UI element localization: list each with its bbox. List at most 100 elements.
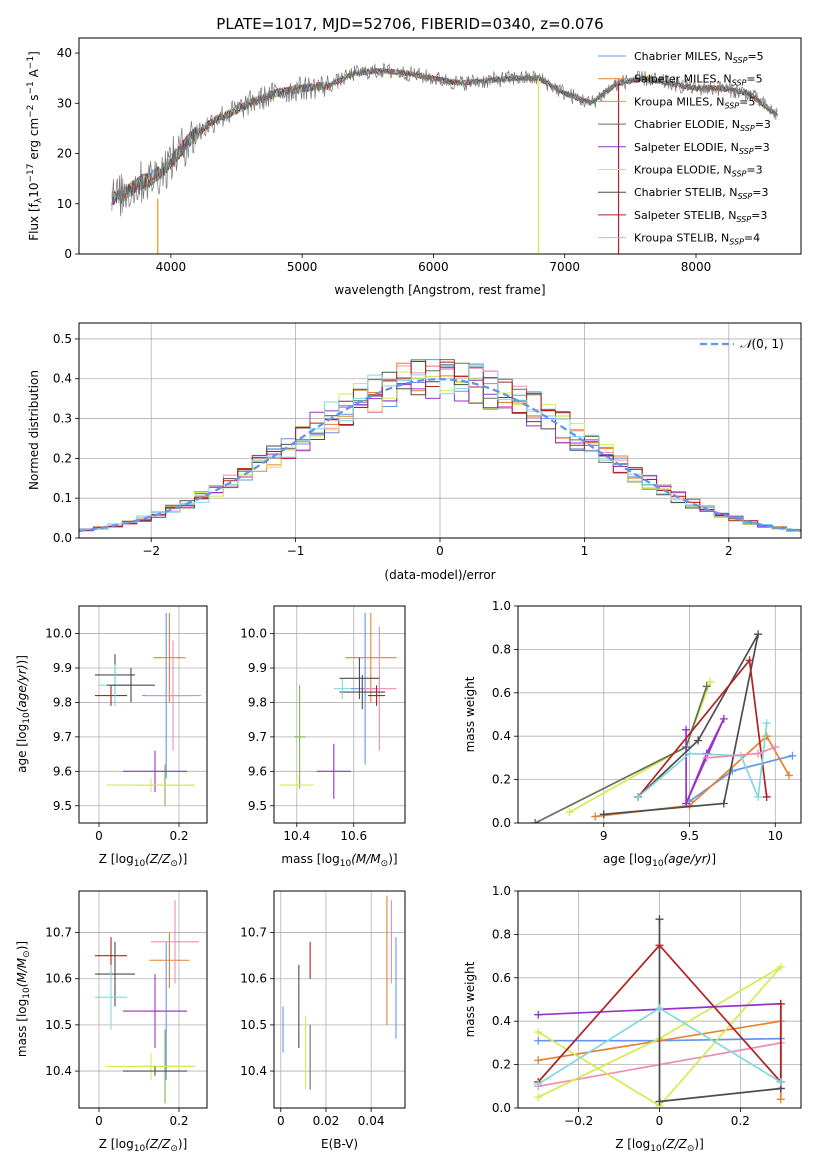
legend-label: Kroupa ELODIE, NSSP=3 bbox=[634, 164, 763, 179]
x-tick-label: 8000 bbox=[681, 260, 712, 274]
histogram-axes: −2 −1 0 1 2 0.0 0.1 0.2 0.3 0.4 0.5 (data-model)/er… bbox=[27, 322, 802, 582]
weight-marker bbox=[534, 1093, 543, 1102]
y-axis-label-part: s bbox=[27, 95, 41, 105]
x-axis-label-part: 10 bbox=[652, 859, 664, 869]
y-axis-label-part: (age/yr) bbox=[15, 664, 29, 712]
y-axis-label-part: 10 bbox=[27, 183, 41, 198]
x-tick-label: −1 bbox=[287, 544, 305, 558]
massweight-vs-age-axes: 9 9.5 10 0.0 0.2 0.4 0.6 0.8 1.0 mass weight age [… bbox=[463, 599, 802, 869]
axes-frame bbox=[78, 37, 802, 255]
y-axis-label-part: ] bbox=[27, 51, 41, 56]
legend-text: Salpeter ELODIE, N bbox=[634, 141, 739, 154]
legend-text: =5 bbox=[746, 73, 762, 86]
weight-line bbox=[658, 919, 781, 1103]
x-axis-label-part: 10 bbox=[134, 1144, 146, 1154]
axes-frame bbox=[517, 605, 802, 824]
legend-text: Kroupa ELODIE, N bbox=[634, 164, 732, 177]
weight-marker bbox=[771, 743, 780, 752]
x-axis-label-part: )] bbox=[694, 1137, 703, 1151]
y-axis-label-part: λ bbox=[34, 197, 44, 203]
spectrum-line bbox=[111, 67, 778, 205]
weight-marker bbox=[776, 1077, 785, 1086]
x-axis-label-part: mass [log bbox=[281, 852, 339, 866]
y-tick-label: 10.0 bbox=[45, 627, 72, 641]
weight-marker bbox=[694, 736, 703, 745]
x-tick-label: 1 bbox=[581, 544, 589, 558]
spectrum-line bbox=[111, 67, 778, 203]
weight-marker bbox=[702, 682, 711, 691]
histogram-step bbox=[79, 364, 801, 531]
x-tick-label: 0.2 bbox=[731, 1114, 750, 1128]
y-axis-label: Flux [fλ10−17 erg cm−2 s−1 A−1] bbox=[26, 51, 44, 241]
x-axis-label-part: 10 bbox=[134, 859, 146, 869]
weight-marker bbox=[754, 792, 763, 801]
x-tick-label: 9.5 bbox=[680, 829, 699, 843]
chart-title: PLATE=1017, MJD=52706, FIBERID=0340, z=0… bbox=[216, 15, 603, 33]
x-tick-label: 0 bbox=[656, 1114, 664, 1128]
weight-marker bbox=[682, 725, 691, 734]
legend-label: Kroupa MILES, NSSP=5 bbox=[634, 95, 755, 110]
weight-marker bbox=[531, 819, 540, 823]
x-axis-label-part: )] bbox=[388, 852, 397, 866]
spectrum-line bbox=[111, 67, 778, 206]
legend-text: =3 bbox=[754, 141, 770, 154]
x-axis-label: wavelength [Angstrom, rest frame] bbox=[334, 283, 545, 297]
legend-sub: SSP bbox=[724, 101, 739, 110]
y-tick-label: 0.8 bbox=[492, 642, 511, 656]
y-tick-label: 30 bbox=[57, 96, 72, 110]
y-tick-label: 0.0 bbox=[492, 1101, 511, 1115]
y-tick-label: 9.8 bbox=[248, 695, 267, 709]
legend-text: Salpeter STELIB, N bbox=[634, 209, 736, 222]
y-tick-label: 9.8 bbox=[53, 695, 72, 709]
plot-area bbox=[111, 63, 778, 254]
spectrum-line bbox=[111, 67, 778, 205]
y-tick-label: 0.1 bbox=[53, 491, 72, 505]
y-axis-label-part: 10 bbox=[22, 712, 32, 724]
x-axis-label: Z [log10(Z/Z⊙)] bbox=[99, 852, 188, 869]
y-tick-label: 1.0 bbox=[492, 599, 511, 613]
legend-text: Chabrier MILES, N bbox=[634, 50, 733, 63]
x-axis-label: mass [log10(M/M⊙)] bbox=[281, 852, 397, 869]
x-tick-label: 7000 bbox=[549, 260, 580, 274]
x-tick-label: 10.4 bbox=[283, 829, 310, 843]
spectrum-line bbox=[111, 67, 778, 204]
x-axis-label-part: 10 bbox=[650, 1144, 662, 1154]
y-axis-label-part: )] bbox=[15, 941, 29, 950]
age-vs-Z-axes: 0 0.29.59.69.79.89.910.0Z [log10(Z/Z⊙)]ag… bbox=[15, 605, 208, 869]
y-tick-label: 0.0 bbox=[492, 816, 511, 830]
age-vs-mass-axes: 10.4 10.6 9.5 9.6 9.7 9.8 9.9 10.0 mass [log10(M… bbox=[240, 605, 406, 869]
legend-text: (0, 1) bbox=[752, 337, 784, 351]
legend-text: =4 bbox=[744, 232, 760, 245]
legend-text: 𝒩 bbox=[740, 337, 755, 351]
plot-area bbox=[531, 630, 797, 823]
weight-marker bbox=[591, 812, 600, 821]
y-axis-label-part: age [log bbox=[15, 724, 29, 773]
x-tick-label: 0.04 bbox=[358, 1114, 385, 1128]
axes-frame bbox=[273, 605, 406, 824]
y-axis-label: mass weight bbox=[463, 676, 477, 752]
y-tick-label: 10.0 bbox=[240, 627, 267, 641]
legend-label: Chabrier ELODIE, NSSP=3 bbox=[634, 118, 771, 133]
y-tick-label: 0.2 bbox=[492, 1058, 511, 1072]
legend-label: Kroupa STELIB, NSSP=4 bbox=[634, 232, 760, 247]
y-tick-label: 0.6 bbox=[492, 971, 511, 985]
weight-marker bbox=[762, 719, 771, 728]
legend-label: Salpeter ELODIE, NSSP=3 bbox=[634, 141, 770, 156]
weight-marker bbox=[599, 810, 608, 819]
x-axis-label-part: 10 bbox=[340, 859, 352, 869]
weight-marker bbox=[776, 1095, 785, 1104]
plot-area bbox=[279, 612, 397, 799]
spectrum-line bbox=[111, 63, 778, 217]
legend-sub: SSP bbox=[739, 147, 754, 156]
y-tick-label: 10 bbox=[57, 197, 72, 211]
x-axis-label-part: ⊙ bbox=[687, 1144, 695, 1154]
x-tick-label: 0.2 bbox=[169, 829, 188, 843]
y-tick-label: 10.7 bbox=[240, 926, 267, 940]
x-tick-label: −2 bbox=[142, 544, 160, 558]
y-tick-label: 0.6 bbox=[492, 686, 511, 700]
weight-marker bbox=[565, 808, 574, 817]
x-axis-label-part: Z [log bbox=[99, 852, 134, 866]
plot-area bbox=[79, 359, 801, 533]
y-axis-label-part: (M/M bbox=[15, 957, 29, 987]
y-tick-label: 0.3 bbox=[53, 412, 72, 426]
